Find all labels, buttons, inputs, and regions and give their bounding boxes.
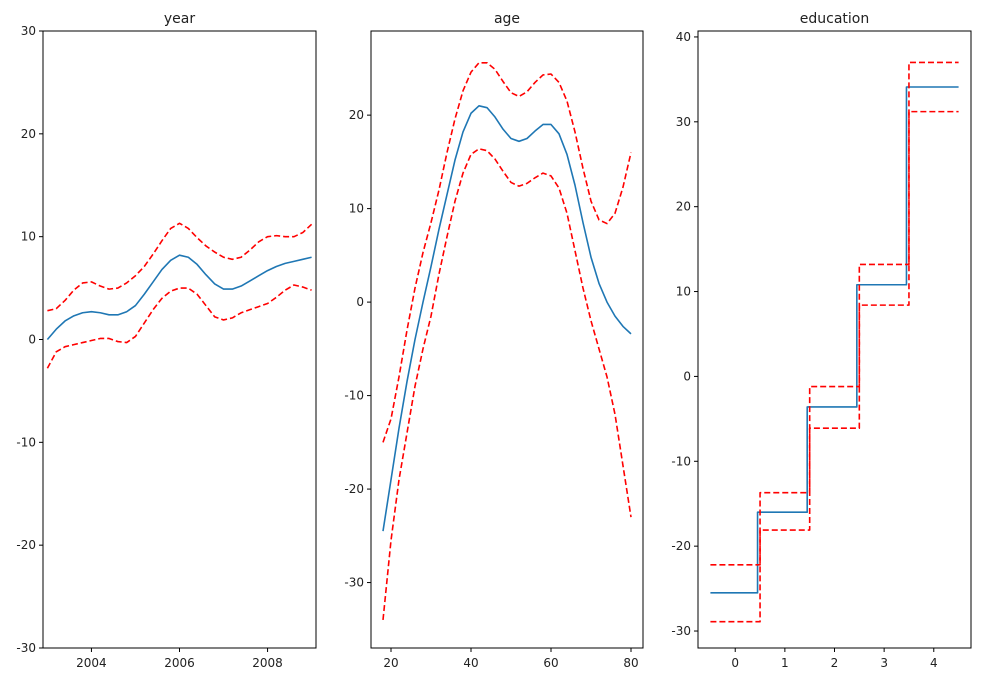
y-tick-label: -20 xyxy=(344,482,364,496)
y-tick-label: 0 xyxy=(28,333,36,347)
x-tick-label: 4 xyxy=(930,656,938,670)
y-tick-label: 20 xyxy=(349,108,364,122)
partial-dependence-line xyxy=(46,254,312,341)
y-tick-label: -10 xyxy=(671,454,691,468)
x-tick-label: 60 xyxy=(543,656,558,670)
partial-dependence-line xyxy=(710,86,959,594)
panel-age: 20 40 60 80 -30 -20 -10 0 10 20 age xyxy=(344,11,644,670)
panel-title: age xyxy=(494,11,520,27)
y-tick-label: 10 xyxy=(676,285,691,299)
y-tick-label: 40 xyxy=(676,30,691,44)
confidence-band-line xyxy=(46,284,312,369)
x-tick-label: 1 xyxy=(781,656,789,670)
axes-frame xyxy=(42,30,317,649)
x-tick-label: 2006 xyxy=(164,656,195,670)
y-tick-label: 10 xyxy=(349,202,364,216)
panel-education: 0 1 2 3 4 -30 -20 -10 0 10 20 30 40 education xyxy=(671,11,972,670)
y-tick-label: -10 xyxy=(16,435,36,449)
y-tick-label: 20 xyxy=(676,200,691,214)
panel-year: 2004 2006 2008 -30 -20 -10 0 10 20 30 year xyxy=(16,11,317,670)
x-tick-label: 0 xyxy=(731,656,739,670)
y-tick-label: -30 xyxy=(16,641,36,655)
y-tick-label: -30 xyxy=(344,576,364,590)
x-tick-label: 3 xyxy=(880,656,888,670)
y-tick-label: -20 xyxy=(671,539,691,553)
x-tick-label: 2008 xyxy=(252,656,283,670)
x-tick-label: 2004 xyxy=(76,656,107,670)
x-tick-label: 20 xyxy=(383,656,398,670)
y-tick-label: -30 xyxy=(671,624,691,638)
x-tick-label: 80 xyxy=(623,656,638,670)
y-tick-label: 20 xyxy=(21,127,36,141)
axes-frame xyxy=(697,30,972,649)
axes-frame xyxy=(370,30,644,649)
y-tick-label: -10 xyxy=(344,389,364,403)
x-tick-label: 40 xyxy=(463,656,478,670)
partial-dependence-line xyxy=(382,104,632,532)
x-tick-label: 2 xyxy=(831,656,839,670)
y-tick-label: 0 xyxy=(683,369,691,383)
y-tick-label: 0 xyxy=(356,295,364,309)
panel-title: year xyxy=(164,11,195,27)
confidence-band-line xyxy=(382,147,632,621)
confidence-band-line xyxy=(382,61,632,443)
panel-title: education xyxy=(800,11,869,27)
y-tick-label: -20 xyxy=(16,538,36,552)
confidence-band-line xyxy=(710,110,959,623)
confidence-band-line xyxy=(47,222,313,312)
y-tick-label: 10 xyxy=(21,230,36,244)
confidence-band-line xyxy=(710,61,959,566)
y-tick-label: 30 xyxy=(21,24,36,38)
y-tick-label: 30 xyxy=(676,115,691,129)
